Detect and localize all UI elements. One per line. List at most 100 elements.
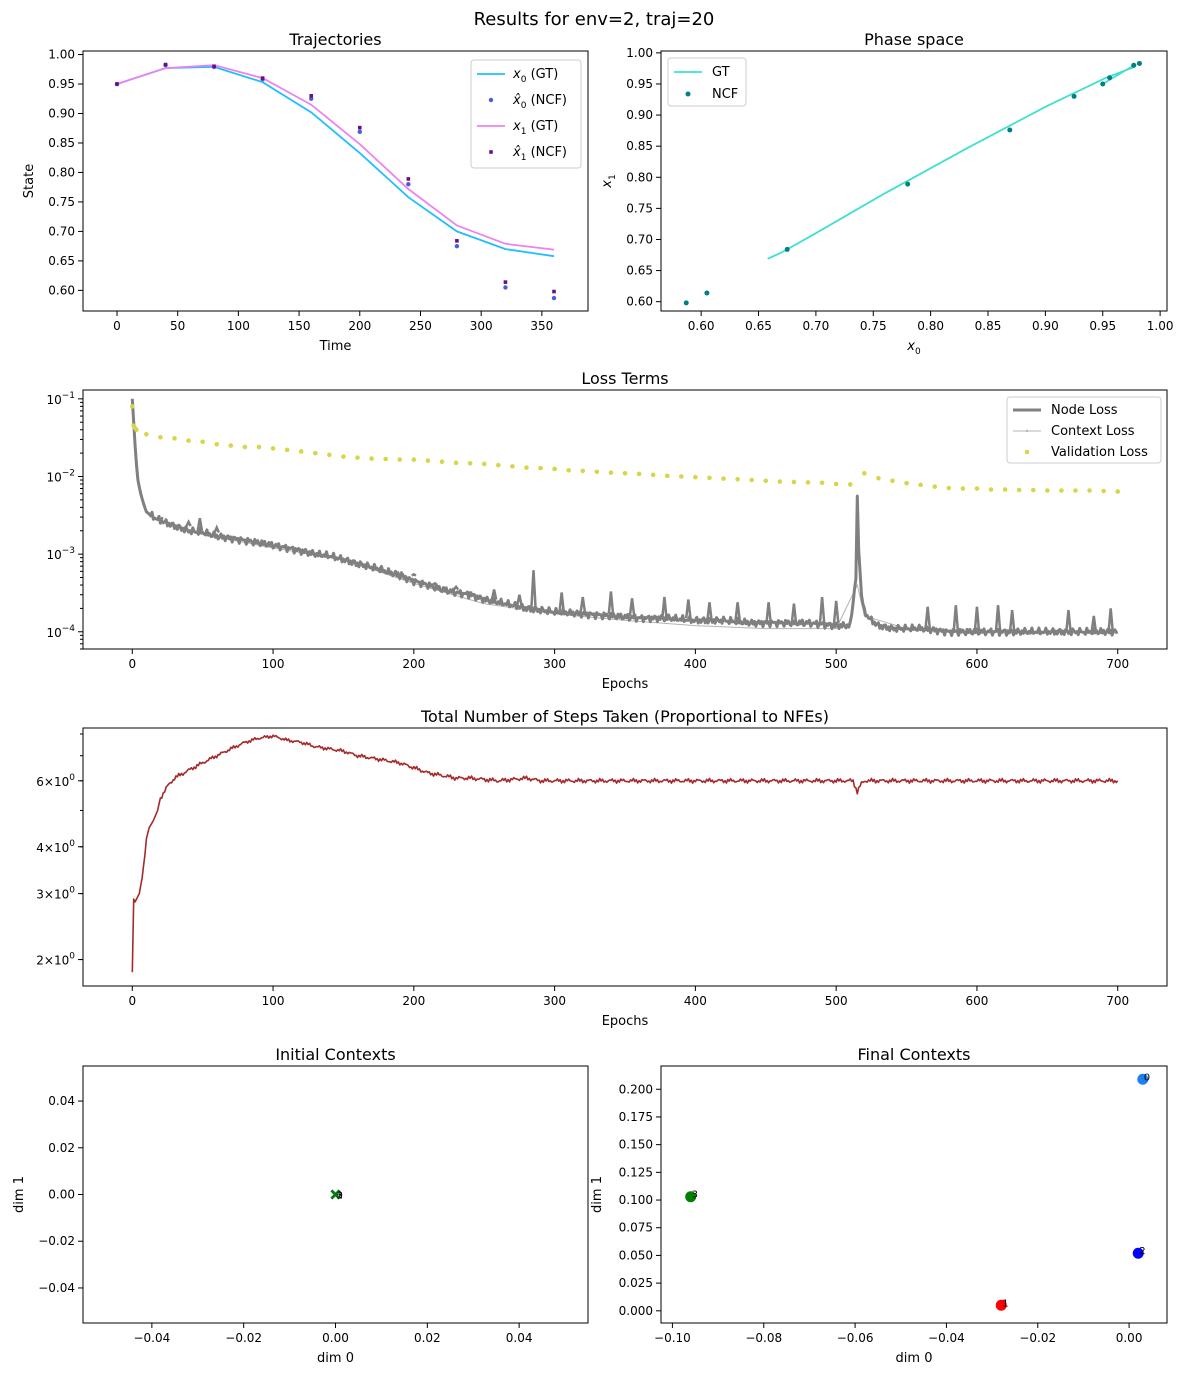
final-contexts-ytick-label: 0.175	[619, 1110, 653, 1124]
series-point-validation	[144, 431, 149, 437]
legend-entry-1-suffix: (NCF)	[526, 93, 567, 108]
series-point-validation	[1045, 488, 1050, 493]
series-point-validation	[650, 472, 656, 478]
context-point-label: 1	[337, 1191, 343, 1202]
steps-ytick-label-1-base: 4×10	[36, 841, 69, 855]
node-loss-spike	[765, 602, 772, 624]
series-point-validation	[495, 462, 501, 468]
series-point-validation	[918, 482, 923, 488]
steps-ytick-label-3-exp: 0	[69, 952, 75, 962]
context-point-label: 3	[692, 1190, 698, 1201]
loss-xtick-label: 500	[825, 657, 848, 671]
series-point-3	[455, 239, 459, 243]
series-point-validation	[1101, 488, 1106, 494]
trajectories-xtick-label: 50	[170, 319, 185, 333]
series-point-validation	[172, 436, 177, 441]
series-point-validation	[707, 475, 712, 481]
series-point-validation	[284, 447, 290, 453]
series-point-1	[503, 285, 508, 290]
series-point-validation	[270, 446, 276, 451]
node-loss-spike	[1065, 610, 1072, 632]
final-contexts-xtick-label: −0.10	[654, 1331, 691, 1345]
steps-ytick-label-2: 3×100	[36, 886, 75, 902]
series-point-1	[1071, 93, 1077, 99]
loss-xtick-label: 400	[684, 657, 707, 671]
initial-contexts-title: Initial Contexts	[275, 1045, 395, 1064]
trajectories-xtick-label: 250	[409, 319, 432, 333]
legend-swatch-1	[488, 97, 494, 103]
phase-xlabel: x0	[906, 339, 921, 357]
trajectories-xlabel: Time	[319, 339, 352, 354]
node-loss-spike	[411, 572, 417, 577]
context-point-label: 0	[337, 1191, 343, 1202]
loss-xtick-label: 0	[128, 657, 136, 671]
node-loss-spike	[490, 589, 498, 600]
series-point-validation	[777, 479, 783, 484]
series-point-3	[309, 94, 314, 98]
context-point-3	[330, 1189, 341, 1200]
series-point-validation	[974, 486, 980, 491]
initial-contexts-xlabel: dim 0	[317, 1351, 354, 1366]
final-contexts-xtick-label: 0.00	[1116, 1331, 1143, 1345]
legend-entry-1-sub: 0	[521, 101, 527, 111]
series-point-validation	[298, 449, 304, 454]
series-point-validation	[425, 458, 431, 463]
phase-xtick-label: 0.80	[917, 319, 944, 333]
node-loss-spike	[1107, 608, 1115, 632]
final-contexts-xlabel: dim 0	[896, 1351, 933, 1366]
series-point-validation	[312, 450, 318, 456]
series-point-1	[406, 182, 411, 187]
node-loss-spike	[579, 596, 587, 613]
series-point-validation	[805, 480, 811, 485]
series-point-validation	[510, 464, 515, 469]
series-point-validation	[749, 477, 755, 483]
phase-legend: GT NCF	[667, 57, 747, 107]
loss-xtick-label: 200	[402, 657, 425, 671]
legend-entry-2-main: x	[512, 119, 521, 134]
loss-panel: Loss Terms 0 100 200 300 400 500 600 700 Epochs 10…	[46, 369, 1168, 692]
legend-entry-0: GT	[712, 65, 730, 80]
series-point-validation	[228, 443, 234, 448]
phase-panel: Phase space 0.60 0.65 0.70 0.75 0.80 0.85 0.90 0…	[600, 30, 1173, 357]
loss-legend-box	[1006, 396, 1162, 464]
legend-swatch-2	[1024, 449, 1030, 455]
steps-title: Total Number of Steps Taken (Proportiona…	[420, 707, 829, 726]
trajectories-ytick-label: 1.00	[48, 48, 75, 62]
series-point-validation	[763, 478, 769, 484]
context-point-0	[1137, 1073, 1149, 1085]
series-point-validation	[693, 474, 698, 480]
trajectories-ytick-label: 0.95	[48, 77, 75, 91]
loss-ytick-label-1-base: 10	[46, 470, 61, 484]
series-point-validation	[1002, 487, 1008, 492]
series-point-validation	[524, 465, 529, 470]
final-contexts-xtick-label: −0.08	[745, 1331, 782, 1345]
loss-ytick-label-2-base: 10	[46, 548, 61, 562]
phase-xlabel-main: x	[906, 339, 915, 354]
phase-ytick-label: 0.90	[626, 108, 653, 122]
steps-xlabel: Epochs	[602, 1014, 649, 1029]
series-point-1	[1107, 75, 1113, 81]
final-contexts-ytick-label: 0.050	[619, 1248, 653, 1262]
phase-ytick-label: 0.70	[626, 232, 653, 246]
loss-xtick-label: 600	[965, 657, 988, 671]
legend-entry-2-suffix: (GT)	[526, 119, 558, 134]
node-loss-spike	[1090, 615, 1098, 632]
series-point-validation	[1073, 488, 1078, 493]
legend-swatch-1	[685, 91, 691, 97]
phase-ytick-label: 0.95	[626, 77, 653, 91]
steps-ytick-label-1-exp: 0	[69, 839, 75, 849]
final-contexts-ytick-label: 0.150	[619, 1138, 653, 1152]
loss-ytick-label-0-base: 10	[46, 393, 61, 407]
node-loss-spike	[790, 603, 798, 624]
final-contexts-xtick-label: −0.06	[837, 1331, 874, 1345]
initial-contexts-ytick-label: 0.00	[48, 1188, 75, 1202]
legend-entry-3-suffix: (NCF)	[526, 145, 567, 160]
steps-ytick-label-2-exp: 0	[69, 886, 75, 896]
trajectories-ytick-label: 0.60	[48, 283, 75, 297]
loss-ytick-label-3-base: 10	[46, 626, 61, 640]
series-point-validation	[1115, 489, 1121, 494]
loss-ytick-label-2-exp: −3	[62, 546, 75, 556]
